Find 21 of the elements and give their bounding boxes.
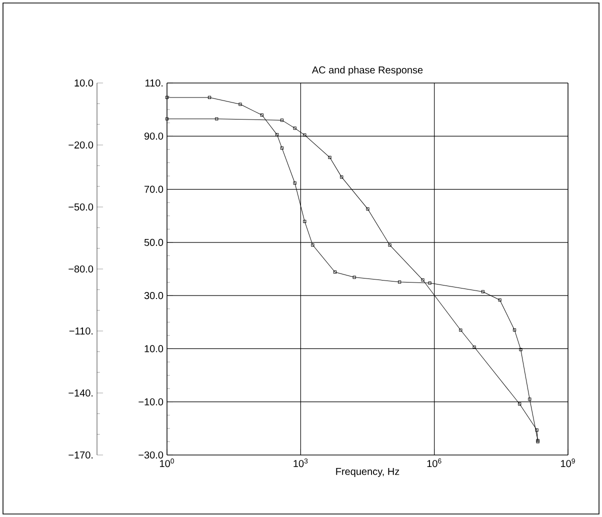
chart-title: AC and phase Response bbox=[312, 66, 423, 76]
y-tick-label: 70.0 bbox=[144, 186, 164, 193]
y2-tick-label: −50.0 bbox=[68, 203, 94, 211]
y2-tick-label: −140. bbox=[68, 389, 93, 397]
y-tick-label: 110. bbox=[146, 79, 163, 87]
y-tick-label: 10.0 bbox=[144, 345, 164, 352]
x-axis-title: Frequency, Hz bbox=[336, 468, 400, 477]
y2-tick-label: 10.0 bbox=[74, 79, 94, 87]
y2-tick-label: −20.0 bbox=[68, 141, 94, 149]
y-tick-label: −30.0 bbox=[138, 451, 164, 459]
x-tick-label: 10$^{6}$ bbox=[427, 458, 442, 468]
x-tick-label: 10$^{0}$ bbox=[160, 458, 174, 468]
y2-tick-label: −80.0 bbox=[68, 265, 94, 273]
y2-tick-label: −110. bbox=[69, 327, 93, 335]
x-tick-label: 10$^{3}$ bbox=[294, 458, 308, 468]
y2-tick-label: −170. bbox=[68, 451, 93, 459]
y-tick-label: −10.0 bbox=[138, 398, 164, 406]
y-tick-label: 30.0 bbox=[144, 292, 164, 300]
x-tick-label: 10$^{9}$ bbox=[561, 458, 575, 468]
y-tick-label: 50.0 bbox=[144, 238, 164, 246]
y-tick-label: 90.0 bbox=[144, 132, 164, 140]
